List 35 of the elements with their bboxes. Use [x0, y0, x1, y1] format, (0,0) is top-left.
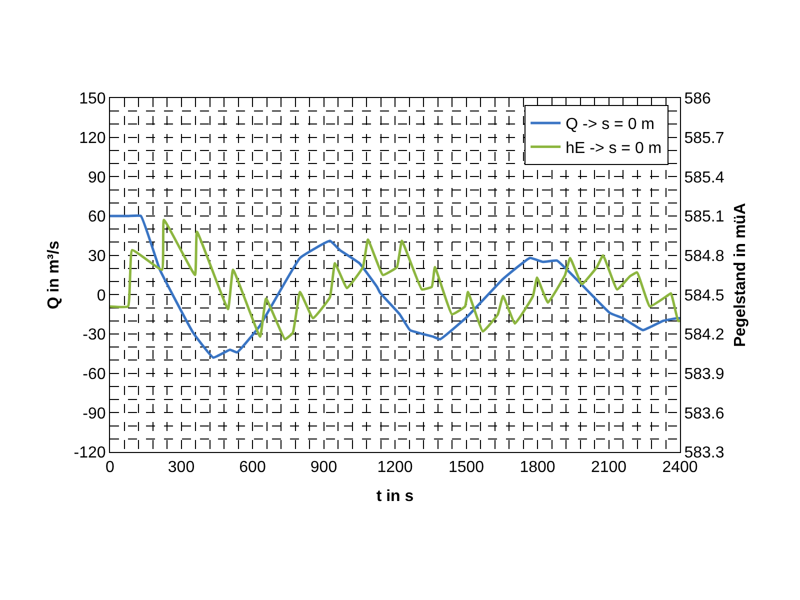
y-tick-label: 30	[88, 248, 106, 265]
y2-tick-label: 584.2	[684, 326, 724, 344]
y2-tick-label: 585.7	[684, 130, 724, 147]
x-axis-title: t in s	[376, 488, 414, 505]
y2-tick-label: 584.8	[684, 248, 724, 265]
y2-tick-label: 583.6	[684, 405, 724, 422]
legend-label: Q -> s = 0 m	[566, 116, 655, 134]
y-tick-label: -120	[74, 444, 106, 462]
x-tick-label: 900	[310, 459, 338, 476]
line-series	[110, 218, 680, 340]
x-tick-label: 1200	[377, 459, 413, 476]
y2-tick-label: 583.3	[684, 444, 724, 462]
y-tick-label: -90	[82, 405, 106, 422]
y-tick-label: 120	[79, 130, 106, 147]
y-tick-label: -60	[82, 366, 106, 383]
y2-tick-label: 584.5	[684, 287, 724, 304]
y2-axis-title: Pegelstand in müA	[732, 202, 750, 348]
y-tick-label: -30	[82, 326, 106, 344]
x-tick-label: 2400	[662, 459, 698, 476]
x-tick-label: 600	[239, 459, 266, 476]
x-tick-label: 1500	[448, 459, 484, 476]
x-tick-label: 2100	[590, 459, 627, 476]
y2-tick-label: 586	[684, 90, 711, 108]
y2-tick-label: 585.1	[684, 208, 724, 226]
legend-label: hE -> s = 0 m	[566, 140, 662, 158]
y-tick-label: 150	[79, 90, 106, 108]
y-tick-label: 60	[88, 208, 106, 226]
y-axis-title: Q in m³/s	[46, 240, 63, 310]
x-tick-label: 1800	[520, 459, 556, 476]
line-series	[110, 214, 680, 359]
y2-tick-label: 585.4	[684, 169, 724, 186]
y2-tick-label: 583.9	[684, 366, 724, 383]
x-tick-label: 300	[168, 459, 195, 476]
y-tick-label: 90	[88, 169, 106, 186]
y-tick-label: 0	[96, 287, 106, 304]
